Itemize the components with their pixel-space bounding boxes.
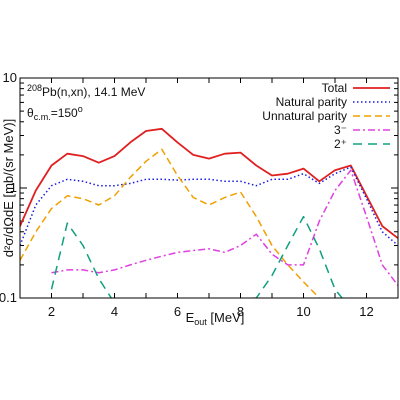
legend-label: 3⁻ [334,123,347,137]
plot-frame [19,77,399,299]
series-line [50,215,344,298]
x-tick-labels: 2 4 6 8 10 12 [48,304,374,319]
series-line [20,166,398,247]
y-tick-labels: 0.1 1 10 [0,70,17,305]
legend-label: Natural parity [276,95,347,109]
series-layer [20,127,398,298]
annotation-reaction: 208Pb(n,xn), 14.1 MeV [27,83,145,99]
x-tick-label: 10 [296,304,310,319]
legend-label: Unnatural parity [262,109,347,123]
series-line [51,169,398,286]
y-tick-label: 1 [10,180,17,195]
x-tick-label: 4 [111,304,118,319]
x-tick-label: 6 [174,304,181,319]
annotation-angle: θc.m.=150o [27,104,83,122]
y-tick-label: 10 [3,70,17,85]
x-tick-label: 12 [359,304,373,319]
legend-label: Total [322,81,347,95]
legend-label: 2⁺ [334,137,347,151]
x-tick-label: 8 [237,304,244,319]
y-tick-label: 0.1 [0,290,17,305]
series-line [20,148,320,298]
y-axis-label: d²σ/dΩdE [mb/(sr MeV)] [1,119,16,257]
x-tick-label: 2 [48,304,55,319]
series-line [20,127,398,239]
x-axis-label: Eout [MeV] [186,310,245,327]
